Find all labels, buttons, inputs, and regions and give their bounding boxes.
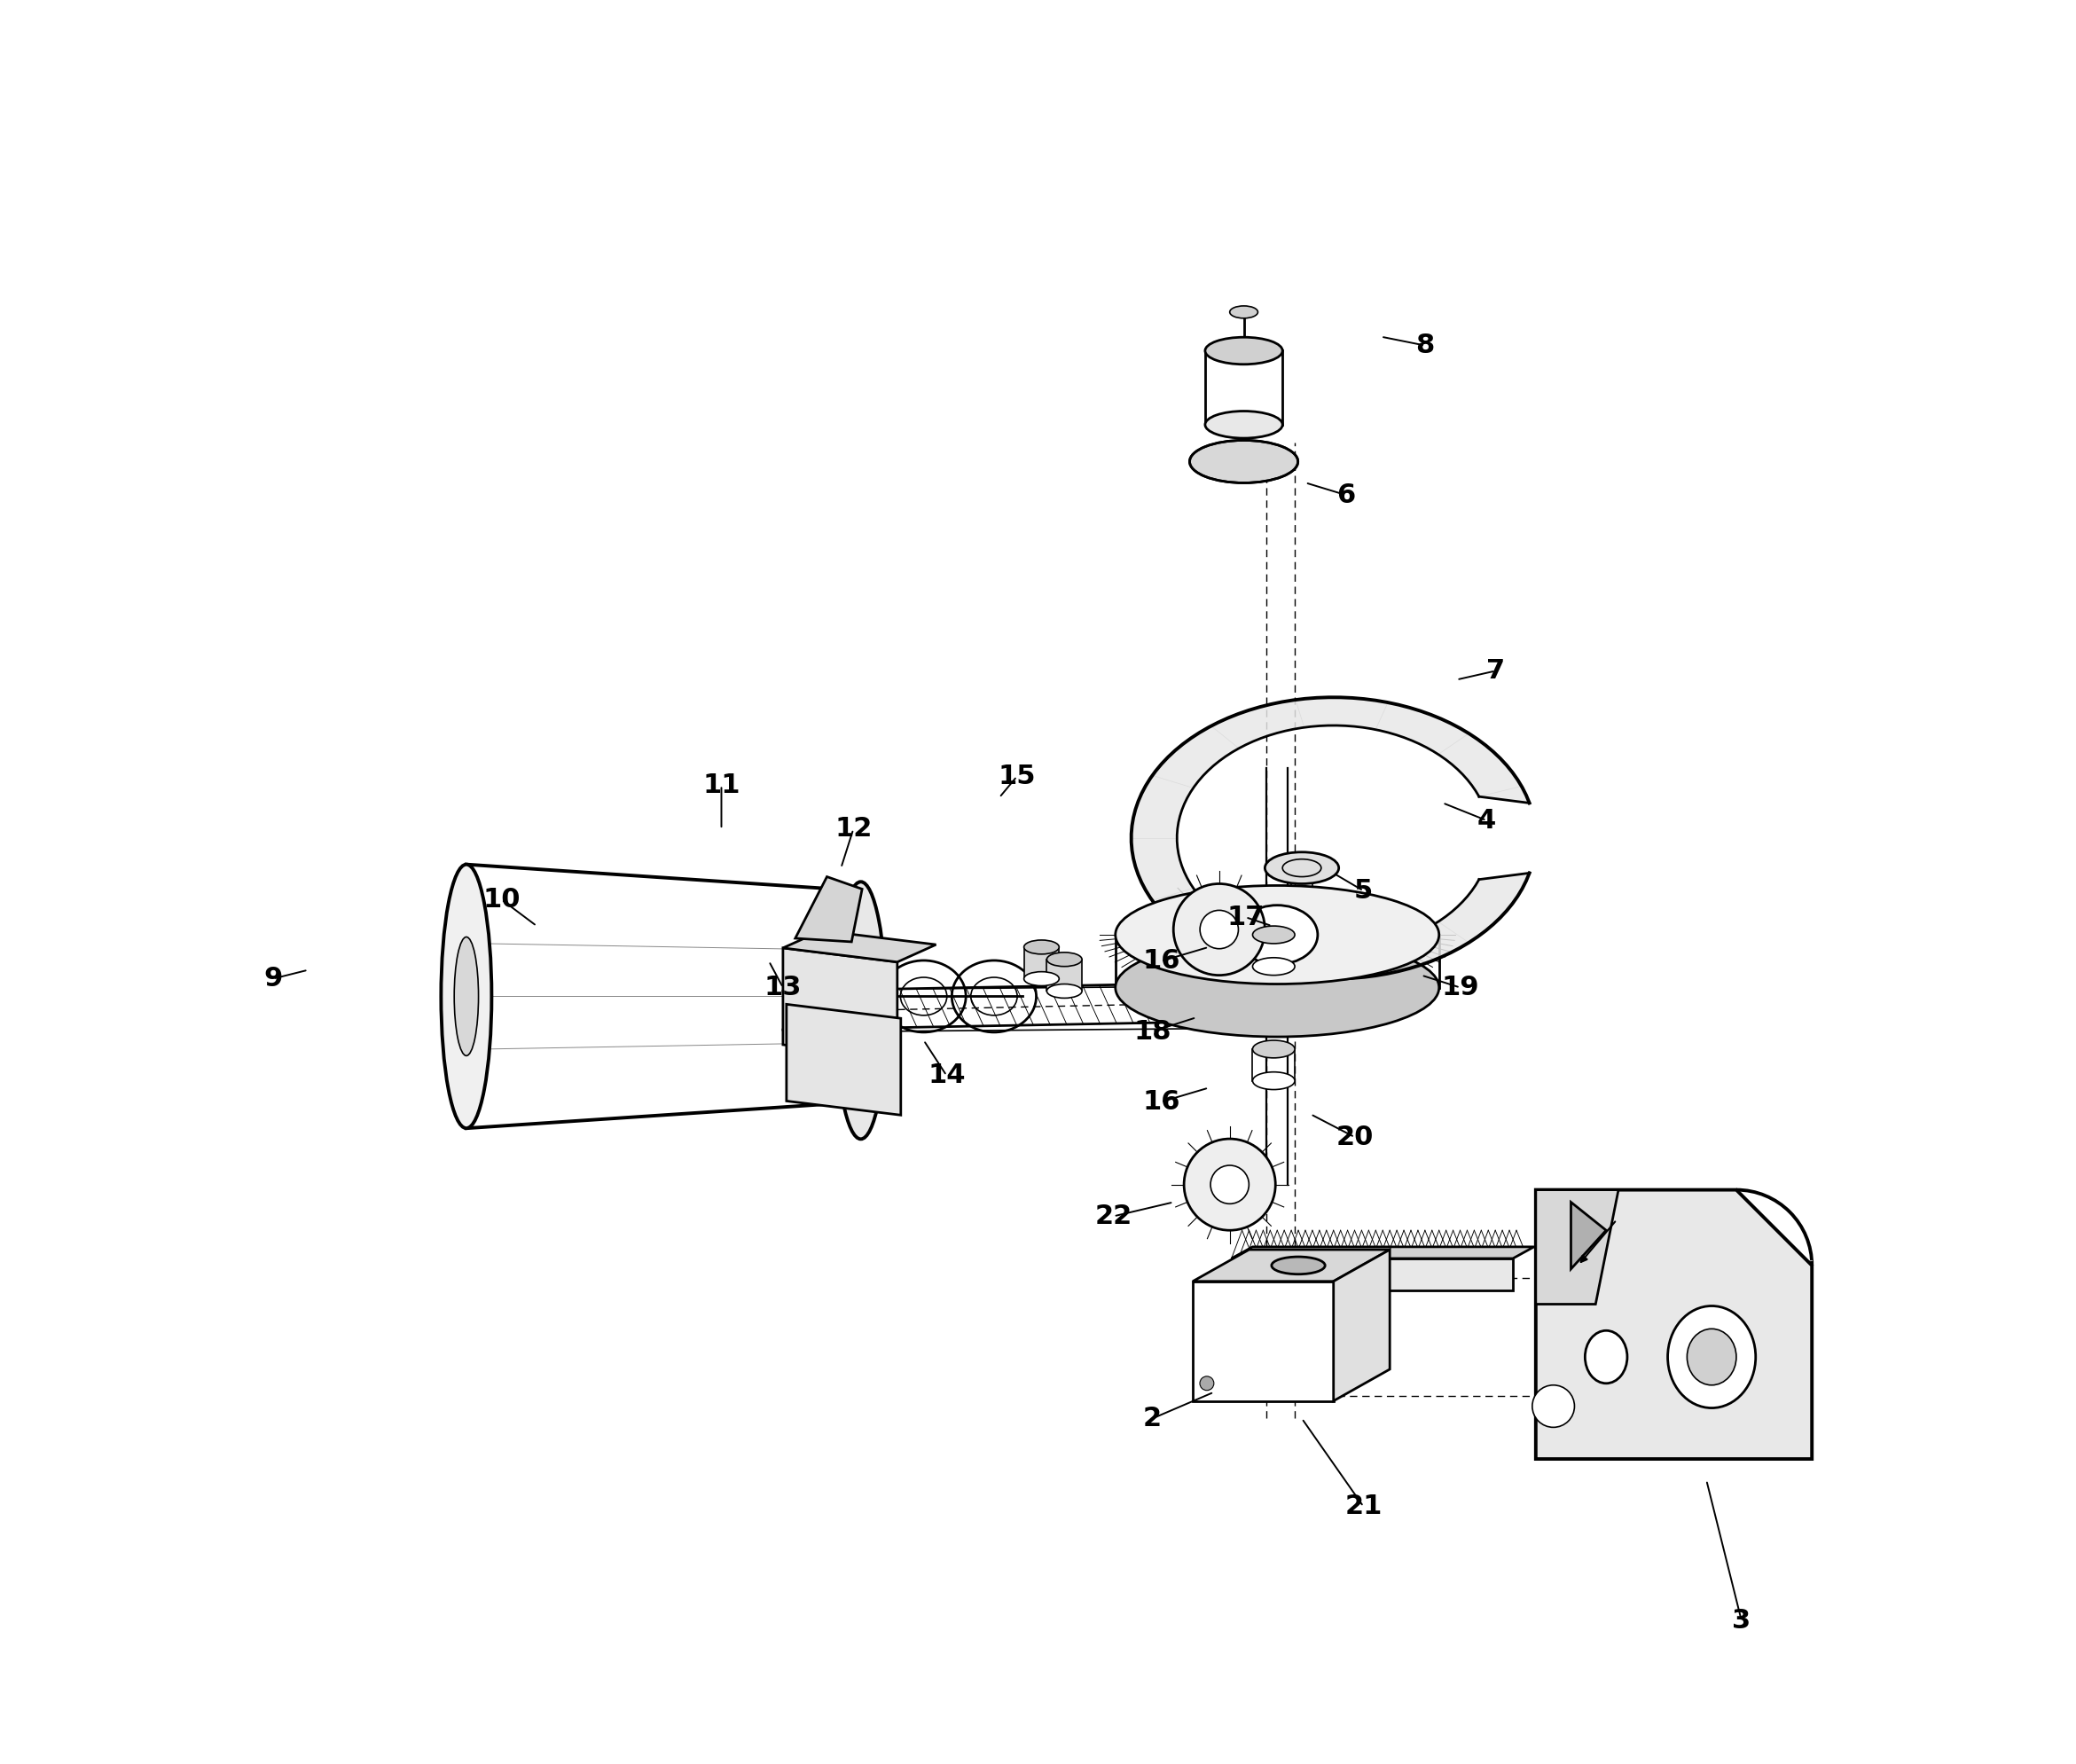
- Ellipse shape: [1252, 958, 1295, 975]
- Text: 8: 8: [1416, 333, 1435, 358]
- Circle shape: [1200, 1376, 1214, 1390]
- Ellipse shape: [1252, 926, 1295, 944]
- Ellipse shape: [1252, 1073, 1295, 1090]
- Text: 22: 22: [1094, 1203, 1131, 1230]
- Text: 4: 4: [1478, 808, 1497, 833]
- Ellipse shape: [1046, 984, 1082, 998]
- Ellipse shape: [1688, 1328, 1736, 1385]
- Ellipse shape: [1273, 1256, 1324, 1274]
- Text: 18: 18: [1133, 1018, 1171, 1044]
- Ellipse shape: [1190, 441, 1298, 483]
- Text: 12: 12: [835, 817, 872, 841]
- Polygon shape: [1231, 1258, 1513, 1289]
- Ellipse shape: [1204, 411, 1283, 437]
- Text: 6: 6: [1337, 482, 1356, 508]
- Text: 19: 19: [1441, 975, 1478, 1000]
- Text: 14: 14: [928, 1062, 965, 1088]
- Polygon shape: [1194, 1249, 1389, 1281]
- Polygon shape: [1333, 1249, 1389, 1401]
- Ellipse shape: [1667, 1305, 1756, 1408]
- Ellipse shape: [1204, 337, 1283, 365]
- Circle shape: [1173, 884, 1264, 975]
- Text: 16: 16: [1142, 949, 1179, 974]
- Polygon shape: [787, 1004, 901, 1115]
- Text: 9: 9: [264, 967, 282, 991]
- Polygon shape: [1131, 697, 1530, 979]
- Ellipse shape: [835, 882, 886, 1140]
- Text: 17: 17: [1227, 905, 1264, 930]
- Text: 21: 21: [1345, 1494, 1383, 1519]
- Polygon shape: [783, 947, 897, 1058]
- Text: 15: 15: [999, 764, 1036, 789]
- Polygon shape: [1023, 947, 1059, 979]
- Circle shape: [1183, 1140, 1275, 1230]
- Text: 11: 11: [702, 773, 741, 797]
- Polygon shape: [1046, 960, 1082, 991]
- Ellipse shape: [1115, 938, 1439, 1037]
- Circle shape: [1210, 1166, 1250, 1203]
- Ellipse shape: [1115, 886, 1439, 984]
- Ellipse shape: [1584, 1330, 1628, 1383]
- Circle shape: [1200, 910, 1239, 949]
- Ellipse shape: [1229, 305, 1258, 318]
- Ellipse shape: [1264, 852, 1339, 884]
- Polygon shape: [1231, 1247, 1534, 1258]
- Polygon shape: [1536, 1191, 1812, 1459]
- Polygon shape: [1572, 1201, 1607, 1268]
- Polygon shape: [1194, 1281, 1333, 1401]
- Polygon shape: [783, 931, 936, 961]
- Circle shape: [1532, 1385, 1574, 1427]
- Text: 7: 7: [1486, 658, 1505, 684]
- Text: 16: 16: [1142, 1088, 1179, 1115]
- Ellipse shape: [1023, 972, 1059, 986]
- Text: 3: 3: [1731, 1609, 1750, 1633]
- Ellipse shape: [1252, 1041, 1295, 1058]
- Text: 2: 2: [1144, 1406, 1163, 1431]
- Ellipse shape: [440, 864, 492, 1129]
- Polygon shape: [795, 877, 862, 942]
- Ellipse shape: [1046, 953, 1082, 967]
- Ellipse shape: [1291, 916, 1312, 926]
- Text: 13: 13: [764, 975, 801, 1000]
- Ellipse shape: [1023, 940, 1059, 954]
- Text: 5: 5: [1354, 878, 1372, 903]
- Ellipse shape: [1237, 905, 1318, 965]
- Text: 20: 20: [1335, 1124, 1374, 1150]
- Text: 10: 10: [484, 887, 521, 912]
- Ellipse shape: [455, 937, 477, 1055]
- Polygon shape: [1536, 1191, 1619, 1304]
